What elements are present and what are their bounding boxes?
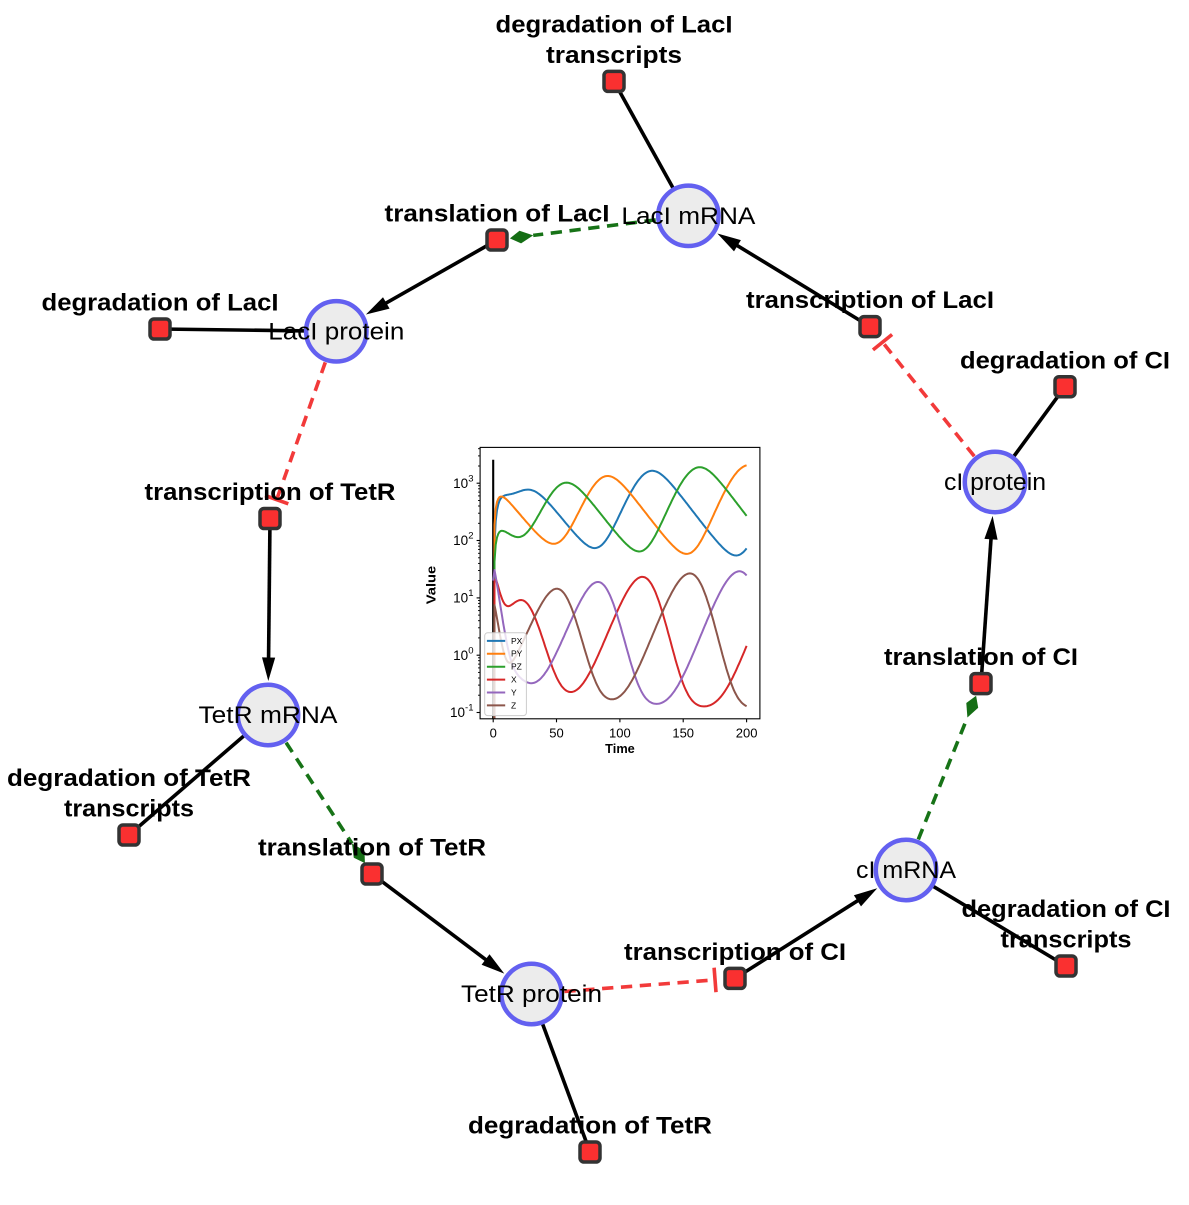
svg-text:degradation of LacI: degradation of LacI — [42, 290, 279, 317]
svg-text:50: 50 — [549, 726, 563, 741]
svg-text:transcripts: transcripts — [546, 42, 682, 69]
svg-text:cI mRNA: cI mRNA — [856, 857, 957, 884]
svg-text:degradation of CI: degradation of CI — [962, 896, 1171, 923]
svg-text:PY: PY — [511, 649, 523, 659]
svg-text:degradation of TetR: degradation of TetR — [7, 765, 251, 792]
svg-text:transcripts: transcripts — [64, 796, 194, 823]
svg-text:degradation of CI: degradation of CI — [960, 347, 1170, 374]
svg-text:PZ: PZ — [511, 662, 522, 672]
svg-text:Value: Value — [425, 566, 439, 605]
svg-text:0: 0 — [490, 726, 497, 741]
svg-text:TetR protein: TetR protein — [461, 981, 602, 1008]
svg-text:translation of LacI: translation of LacI — [385, 201, 610, 228]
svg-text:PX: PX — [511, 636, 523, 646]
svg-text:Y: Y — [511, 687, 517, 697]
svg-text:100: 100 — [609, 726, 631, 741]
svg-text:TetR mRNA: TetR mRNA — [199, 702, 339, 729]
svg-text:transcription of LacI: transcription of LacI — [746, 287, 994, 314]
svg-text:degradation of TetR: degradation of TetR — [468, 1113, 712, 1140]
svg-text:Z: Z — [511, 700, 516, 710]
svg-text:transcripts: transcripts — [1001, 927, 1132, 954]
svg-text:transcription of TetR: transcription of TetR — [145, 479, 396, 506]
svg-text:LacI mRNA: LacI mRNA — [621, 203, 756, 230]
svg-text:cI protein: cI protein — [944, 469, 1046, 496]
svg-text:degradation of LacI: degradation of LacI — [496, 11, 733, 38]
svg-text:LacI protein: LacI protein — [268, 318, 404, 345]
svg-text:150: 150 — [672, 726, 694, 741]
svg-text:X: X — [511, 675, 517, 685]
svg-text:200: 200 — [736, 726, 758, 741]
svg-text:Time: Time — [605, 742, 635, 756]
svg-text:translation of TetR: translation of TetR — [258, 835, 486, 862]
svg-text:transcription of CI: transcription of CI — [624, 939, 846, 966]
svg-text:translation of CI: translation of CI — [884, 644, 1078, 671]
